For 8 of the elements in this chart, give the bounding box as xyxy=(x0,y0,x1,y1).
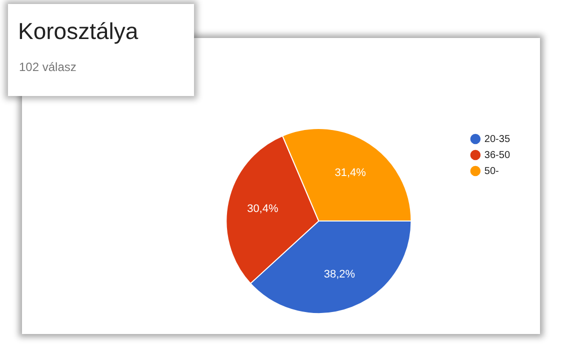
legend-label: 50- xyxy=(484,166,499,177)
data-label: 30,4% xyxy=(247,202,278,215)
data-label: 38,2% xyxy=(324,268,356,280)
legend-label: 36-50 xyxy=(484,150,510,161)
text: 102 válasz xyxy=(19,60,76,74)
legend-label: 20-35 xyxy=(484,134,510,145)
data-label: 31,4% xyxy=(334,167,366,180)
chart-title: Korosztálya xyxy=(18,18,138,45)
